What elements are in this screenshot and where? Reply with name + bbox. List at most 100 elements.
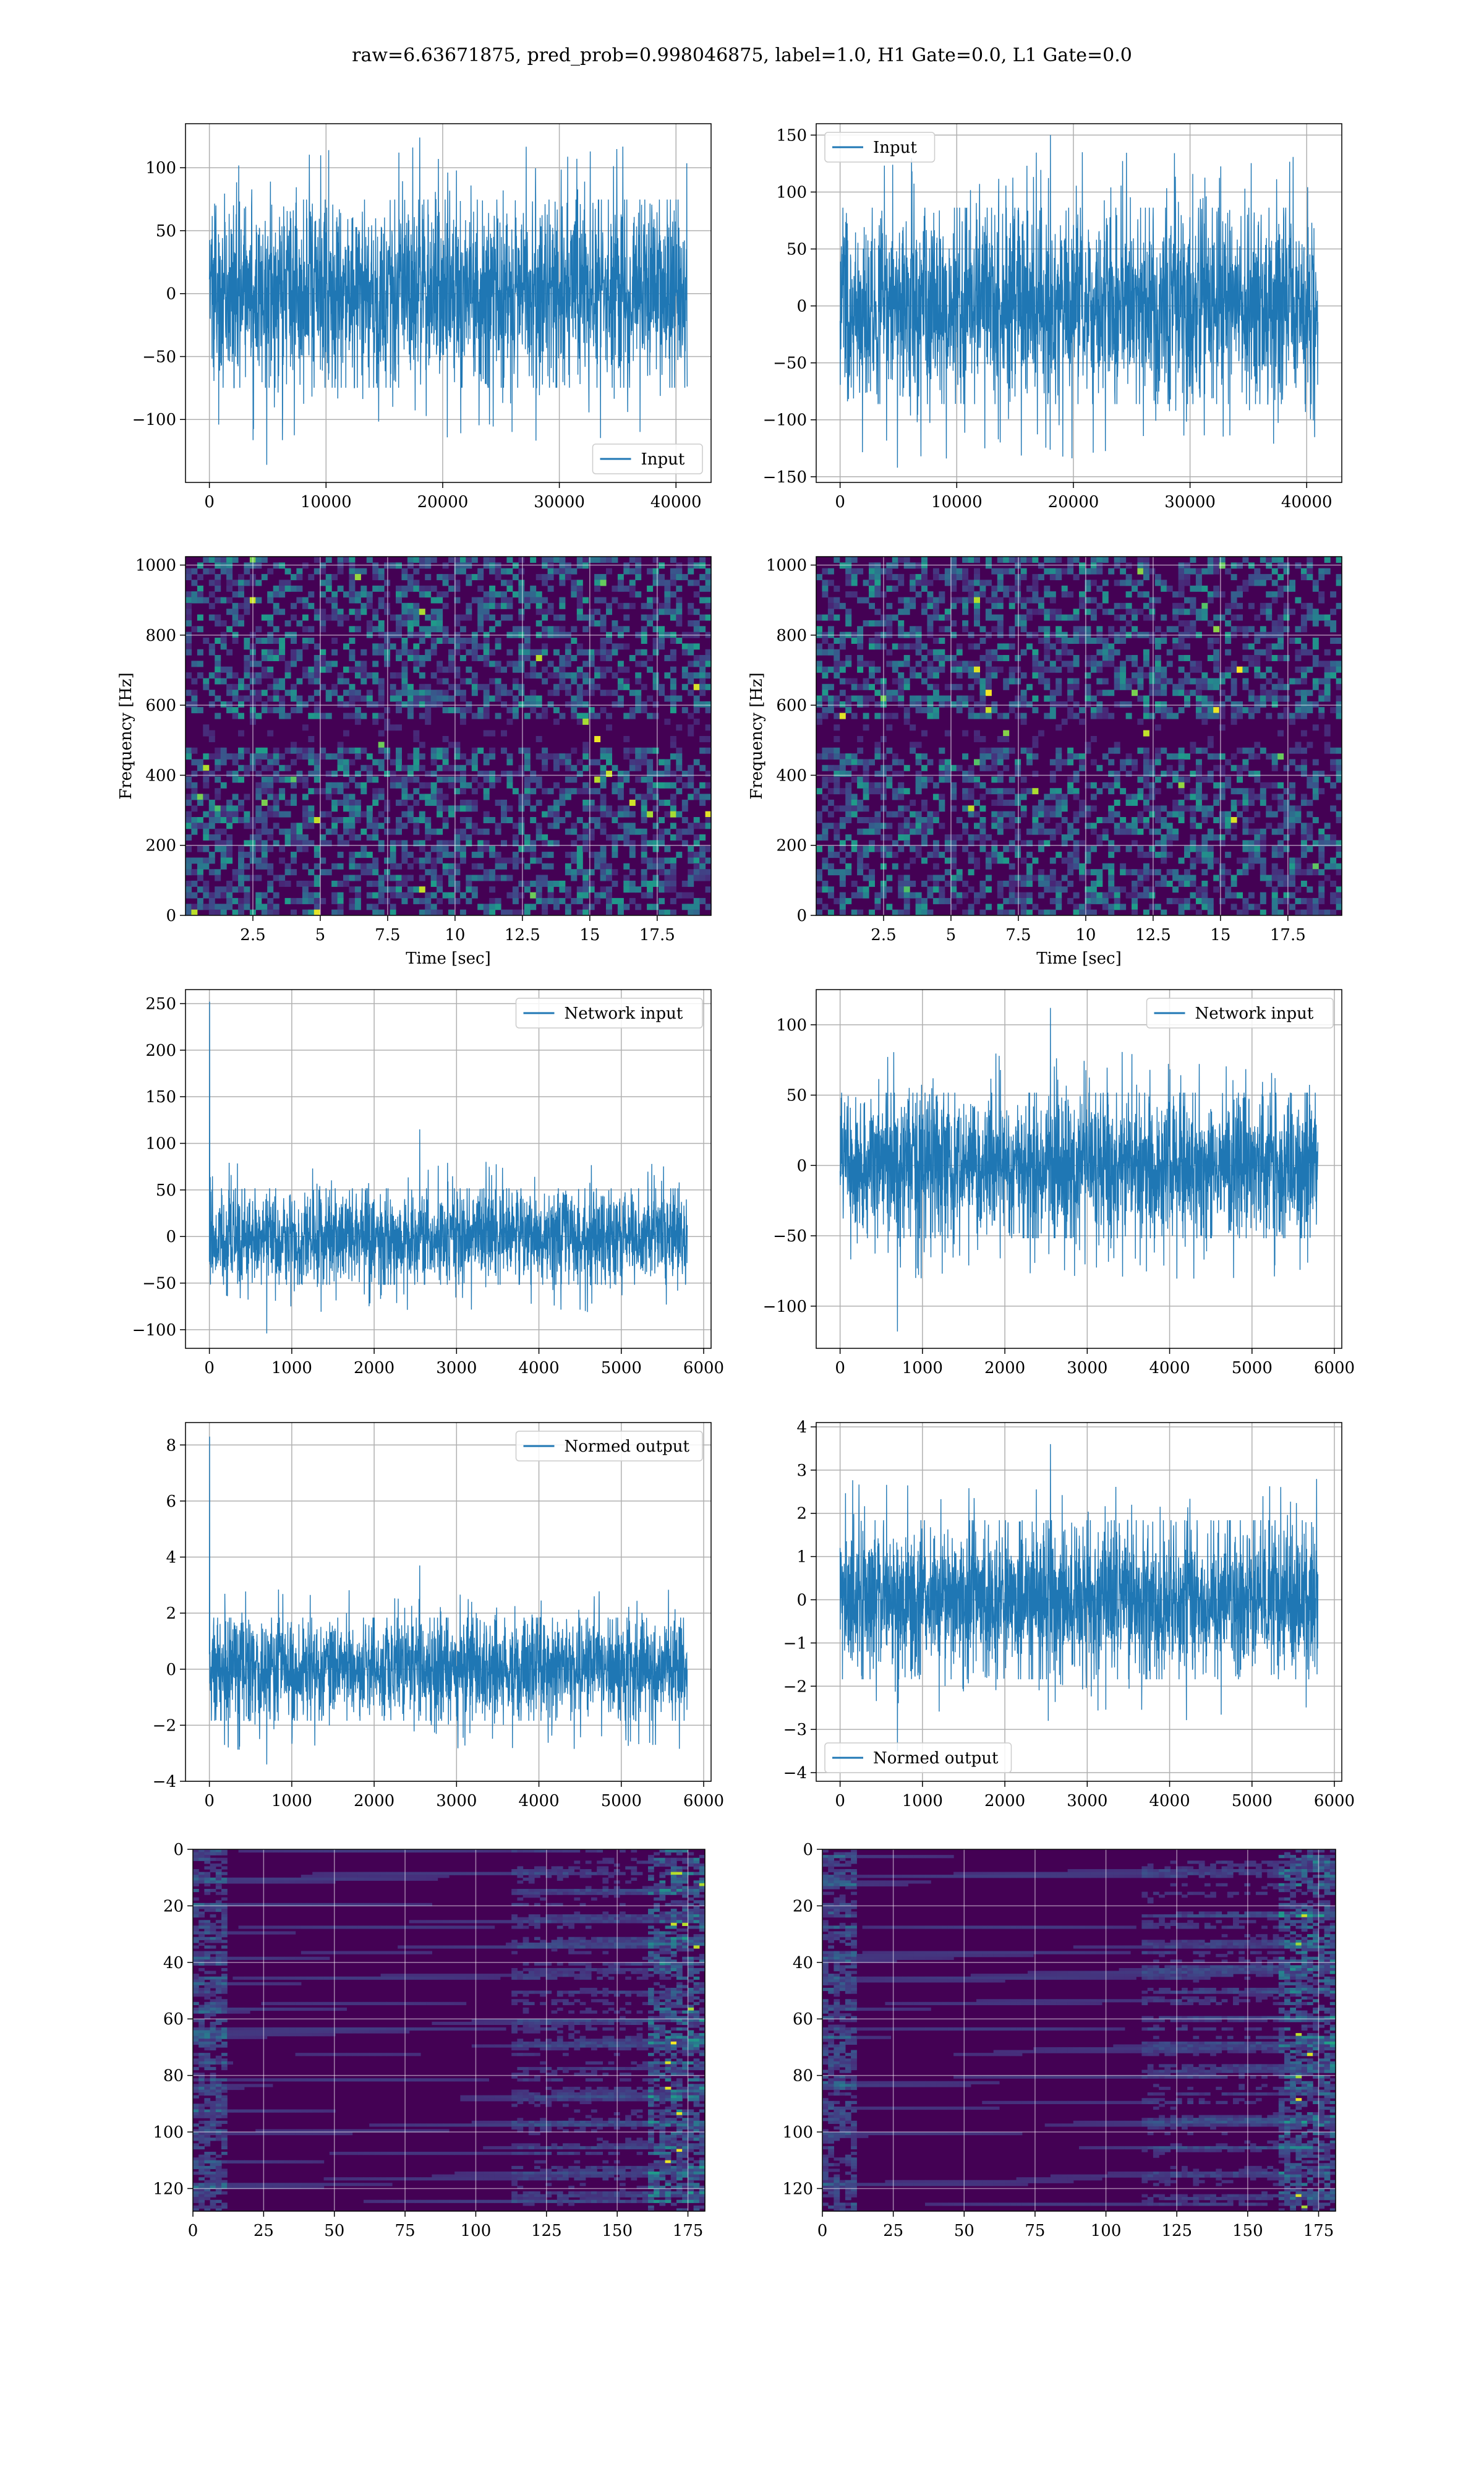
heatmap-cell (681, 840, 688, 847)
heatmap-cell (1201, 609, 1208, 615)
heatmap-cell (1230, 597, 1237, 604)
heatmap-cell (1230, 817, 1237, 823)
heatmap-cell (553, 626, 560, 633)
heatmap-cell (968, 811, 974, 818)
heatmap-cell (659, 886, 665, 893)
heatmap-cell (477, 597, 484, 604)
heatmap-cell (1201, 840, 1208, 847)
heatmap-cell (594, 857, 601, 864)
heatmap-cell (1300, 759, 1307, 766)
heatmap-cell (349, 747, 356, 754)
heatmap-cell (419, 886, 425, 893)
heatmap-cell (366, 834, 373, 841)
heatmap-cell (1108, 817, 1115, 823)
heatmap-cell (1190, 805, 1196, 812)
heatmap-cell (816, 574, 822, 581)
heatmap-cell (1330, 707, 1337, 714)
heatmap-cell (670, 580, 676, 586)
heatmap-cell (892, 771, 898, 777)
heatmap-cell (688, 678, 694, 685)
heatmap-cell (1172, 869, 1179, 876)
heatmap-cell (396, 776, 402, 783)
heatmap-cell (1154, 840, 1161, 847)
heatmap-cell (226, 904, 233, 910)
heatmap-cell (407, 602, 414, 609)
heatmap-cell (313, 875, 320, 881)
heatmap-cell (495, 678, 501, 685)
heatmap-cell (1330, 880, 1337, 887)
heatmap-cell (559, 672, 566, 679)
heatmap-cell (623, 683, 630, 690)
heatmap-cell (1132, 580, 1138, 586)
heatmap-cell (238, 585, 244, 592)
heatmap-cell (950, 683, 957, 690)
heatmap-cell (407, 580, 414, 586)
heatmap-cell (291, 574, 297, 581)
heatmap-cell (1038, 602, 1044, 609)
heatmap-cell (664, 597, 671, 604)
heatmap-cell (1020, 626, 1027, 633)
heatmap-cell (1132, 794, 1138, 800)
heatmap-cell (448, 840, 454, 847)
heatmap-cell (1230, 614, 1237, 621)
heatmap-cell (489, 626, 496, 633)
heatmap-cell (617, 580, 624, 586)
heatmap-cell (401, 620, 408, 627)
heatmap-cell (425, 626, 432, 633)
heatmap-cell (1283, 875, 1290, 881)
heatmap-cell (419, 794, 425, 800)
heatmap-cell (1032, 695, 1039, 702)
heatmap-cell (471, 892, 478, 899)
heatmap-cell (378, 742, 385, 748)
heatmap-cell (851, 713, 858, 719)
heatmap-cell (506, 661, 513, 667)
heatmap-cell (302, 643, 309, 650)
heatmap-cell (693, 759, 700, 766)
heatmap-cell (1044, 695, 1051, 702)
heatmap-cell (308, 638, 315, 644)
heatmap-cell (489, 845, 496, 852)
heatmap-cell (1079, 811, 1085, 818)
heatmap-cell (366, 591, 373, 598)
heatmap-cell (1143, 875, 1149, 881)
heatmap-cell (1143, 730, 1149, 737)
heatmap-cell (670, 695, 676, 702)
heatmap-cell (670, 799, 676, 806)
heatmap-cell (623, 753, 630, 760)
heatmap-cell (489, 897, 496, 904)
heatmap-cell (1108, 788, 1115, 795)
heatmap-cell (1289, 823, 1295, 829)
heatmap-cell (688, 672, 694, 679)
heatmap-cell (442, 678, 449, 685)
heatmap-cell (1266, 655, 1273, 661)
heatmap-cell (1143, 602, 1149, 609)
heatmap-cell (1312, 580, 1319, 586)
heatmap-cell (1108, 626, 1115, 633)
heatmap-cell (448, 683, 454, 690)
heatmap-cell (670, 834, 676, 841)
heatmap-cell (974, 678, 980, 685)
heatmap-cell (1260, 782, 1266, 789)
heatmap-cell (1132, 892, 1138, 899)
heatmap-cell (1073, 574, 1080, 581)
heatmap-cell (1312, 585, 1319, 592)
heatmap-cell (448, 875, 454, 881)
heatmap-cell (284, 897, 291, 904)
heatmap-cell (203, 683, 210, 690)
heatmap-cell (320, 626, 326, 633)
heatmap-cell (495, 666, 501, 673)
heatmap-cell (950, 892, 957, 899)
heatmap-cell (827, 649, 834, 656)
heatmap-cell (197, 562, 203, 569)
heatmap-cell (191, 788, 198, 795)
heatmap-cell (594, 597, 601, 604)
heatmap-cell (244, 747, 250, 754)
heatmap-cell (255, 811, 262, 818)
heatmap-cell (349, 811, 356, 818)
heatmap-cell (985, 609, 992, 615)
heatmap-cell (378, 875, 385, 881)
heatmap-cell (1201, 892, 1208, 899)
heatmap-cell (576, 817, 583, 823)
heatmap-cell (576, 609, 583, 615)
heatmap-cell (1020, 788, 1027, 795)
